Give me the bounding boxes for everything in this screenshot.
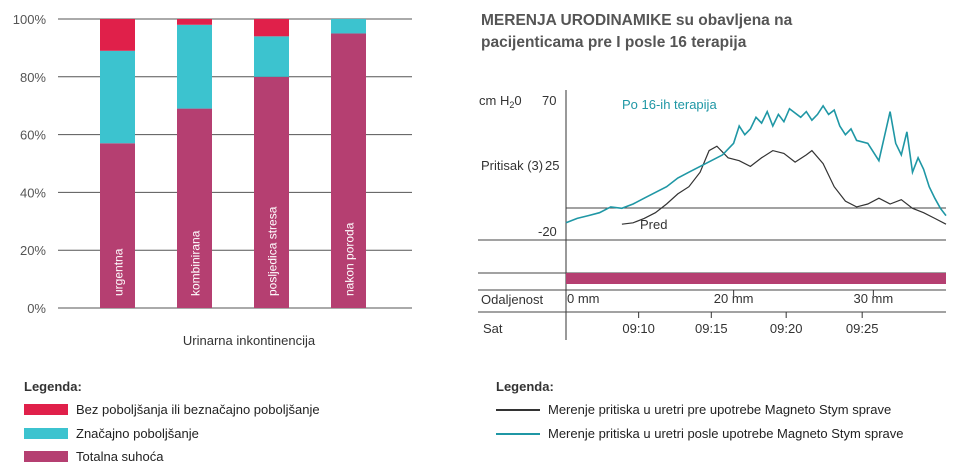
line-legend-item-before: Merenje pritiska u uretri pre upotrebe M… xyxy=(496,402,891,417)
y-tick-70: 70 xyxy=(542,93,556,108)
distance-tick-label: 30 mm xyxy=(853,291,893,306)
bar-y-tick-label: 80% xyxy=(20,70,46,85)
series-before-line xyxy=(621,145,947,225)
time-tick-label: 09:10 xyxy=(622,321,655,336)
bar-segment xyxy=(100,143,135,308)
bar-chart: 0% 20% 40% 60% 80% 100% urgentna kombinirana po… xyxy=(13,12,412,348)
bar-segment xyxy=(331,19,366,34)
time-tick-label: 09:15 xyxy=(695,321,728,336)
line-chart: cm H20 Pritisak (3) 70 25 -20 Odaljenost… xyxy=(478,90,947,340)
legend-swatch-cyan xyxy=(24,428,68,439)
line-legend-title: Legenda: xyxy=(496,379,554,394)
series-after-line xyxy=(565,104,947,224)
time-row-label: Sat xyxy=(483,321,503,336)
y-tick-minus20: -20 xyxy=(538,224,557,239)
line-chart-title-line2: pacijenticama pre I posle 16 terapija xyxy=(481,34,747,51)
bar-legend-item-total: Totalna suhoća xyxy=(24,449,163,464)
bar-category-label: urgentna xyxy=(112,248,126,296)
bar-legend-item-none: Bez poboljšanja ili beznačajno poboljšan… xyxy=(24,402,320,417)
bar-category-label: nakon poroda xyxy=(343,222,357,296)
legend-swatch-red xyxy=(24,404,68,415)
bar-segment xyxy=(100,19,135,51)
y-unit-label: cm H20 xyxy=(479,93,522,110)
line-chart-title-line1: MERENJA URODINAMIKE su obavljena na xyxy=(481,12,793,29)
bar-segment xyxy=(177,24,212,109)
distance-bar xyxy=(566,273,946,284)
distance-tick-label: 0 mm xyxy=(567,291,600,306)
line-chart-title: MERENJA URODINAMIKE su obavljena na paci… xyxy=(481,10,792,54)
distance-row-label: Odaljenost xyxy=(481,292,544,307)
distance-tick-label: 20 mm xyxy=(714,291,754,306)
bar-category-label: kombinirana xyxy=(189,230,203,296)
bar-x-axis-label: Urinarna inkontinencija xyxy=(183,333,316,348)
bar-segment xyxy=(254,36,289,77)
bar-y-tick-label: 20% xyxy=(20,243,46,258)
bar-segment xyxy=(254,76,289,308)
time-tick-label: 09:20 xyxy=(770,321,803,336)
time-tick-label: 09:25 xyxy=(846,321,879,336)
legend-line-teal xyxy=(496,432,540,435)
bar-segment xyxy=(254,19,289,37)
bar-segment xyxy=(331,33,366,308)
bar-segment xyxy=(100,50,135,144)
bar-y-tick-label: 40% xyxy=(20,185,46,200)
annotation-after: Po 16-ih terapija xyxy=(622,97,717,112)
bar-segment xyxy=(177,19,212,25)
y-tick-25: 25 xyxy=(545,158,559,173)
y-name-label: Pritisak (3) xyxy=(481,158,543,173)
bar-y-tick-label: 100% xyxy=(13,12,47,27)
legend-swatch-magenta xyxy=(24,451,68,462)
bar-legend-item-significant: Značajno poboljšanje xyxy=(24,426,199,441)
legend-line-dark xyxy=(496,408,540,411)
line-legend-item-after: Merenje pritiska u uretri posle upotrebe… xyxy=(496,426,904,441)
bar-y-tick-label: 60% xyxy=(20,128,46,143)
bar-y-tick-label: 0% xyxy=(27,301,46,316)
bar-category-label: posljedica stresa xyxy=(266,206,280,296)
bar-legend-title: Legenda: xyxy=(24,379,82,394)
annotation-before: Pred xyxy=(640,217,667,232)
bar-segment xyxy=(177,108,212,308)
